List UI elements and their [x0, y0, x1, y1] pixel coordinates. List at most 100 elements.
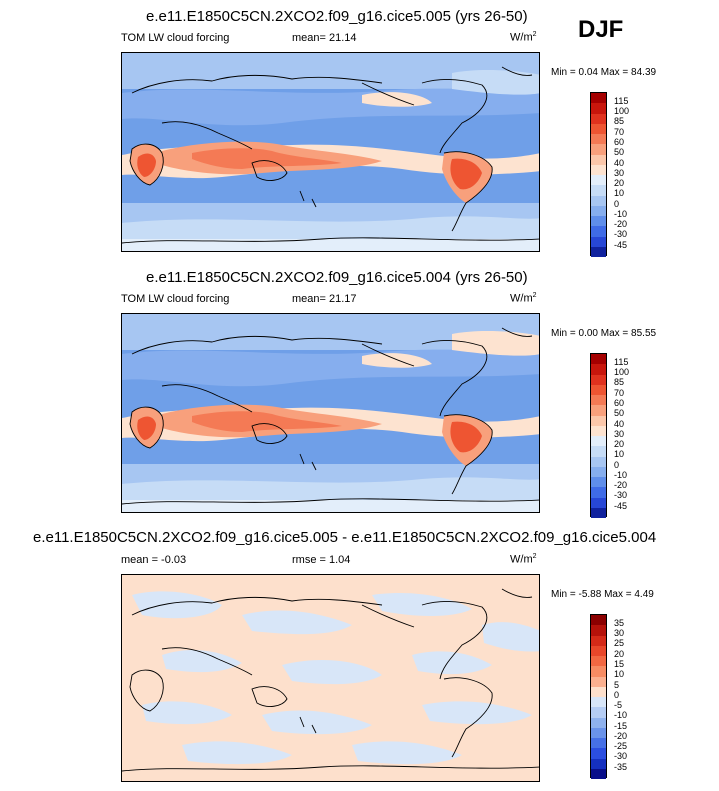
colorbar-tick-label: -15 [614, 721, 628, 731]
colorbar-swatch [591, 697, 606, 708]
colorbar-swatch [591, 236, 606, 247]
panel-1-variable-label: TOM LW cloud forcing [121, 32, 230, 44]
colorbar-swatch [591, 425, 606, 436]
colorbar-swatch [591, 456, 606, 467]
panel-1-colorbar [590, 92, 607, 257]
panel-2-minmax: Min = 0.00 Max = 85.55 [551, 328, 657, 339]
colorbar-tick-label: -25 [614, 741, 628, 751]
colorbar-swatch [591, 144, 606, 155]
colorbar-tick-label: -10 [614, 209, 628, 219]
colorbar-tick-label: -5 [614, 700, 623, 710]
colorbar-swatch [591, 405, 606, 416]
panel-3-units: W/m2 [510, 553, 537, 566]
panel-3-colorbar [590, 614, 607, 779]
panel-2-title: e.e11.E1850C5CN.2XCO2.f09_g16.cice5.004 … [146, 269, 528, 286]
colorbar-swatch [591, 113, 606, 124]
colorbar-tick-label: 0 [614, 690, 620, 700]
panel-1-minmax: Min = 0.04 Max = 84.39 [551, 67, 657, 78]
colorbar-swatch [591, 134, 606, 145]
colorbar-swatch [591, 645, 606, 656]
colorbar-swatch [591, 246, 606, 257]
colorbar-tick-label: 10 [614, 669, 625, 679]
colorbar-tick-label: 30 [614, 168, 625, 178]
colorbar-tick-label: -20 [614, 219, 628, 229]
colorbar-swatch [591, 164, 606, 175]
colorbar-swatch [591, 497, 606, 508]
colorbar-tick-label: -20 [614, 731, 628, 741]
colorbar-swatch [591, 727, 606, 738]
colorbar-swatch [591, 395, 606, 406]
colorbar-swatch [591, 195, 606, 206]
colorbar-tick-label: 70 [614, 127, 625, 137]
panel-1-mean-label: mean= 21.14 [292, 32, 357, 44]
colorbar-tick-label: 85 [614, 116, 625, 126]
panel-2-units: W/m2 [510, 292, 537, 305]
colorbar-swatch [591, 686, 606, 697]
panel-2-variable-label: TOM LW cloud forcing [121, 293, 230, 305]
colorbar-swatch [591, 748, 606, 759]
panel-1-map [121, 52, 540, 252]
panel-2-mean-label: mean= 21.17 [292, 293, 357, 305]
colorbar-swatch [591, 103, 606, 114]
colorbar-swatch [591, 768, 606, 779]
colorbar-tick-label: 40 [614, 419, 625, 429]
colorbar-swatch [591, 707, 606, 718]
colorbar-tick-label: 25 [614, 638, 625, 648]
colorbar-swatch [591, 717, 606, 728]
colorbar-tick-label: -45 [614, 501, 628, 511]
colorbar-tick-label: 10 [614, 188, 625, 198]
colorbar-tick-label: 115 [614, 357, 629, 367]
colorbar-tick-label: 60 [614, 398, 625, 408]
colorbar-tick-label: 85 [614, 377, 625, 387]
colorbar-tick-label: 20 [614, 439, 625, 449]
colorbar-swatch [591, 364, 606, 375]
colorbar-swatch [591, 205, 606, 216]
colorbar-tick-label: -20 [614, 480, 628, 490]
colorbar-tick-label: -10 [614, 470, 628, 480]
colorbar-tick-label: 40 [614, 158, 625, 168]
colorbar-tick-label: 30 [614, 628, 625, 638]
colorbar-swatch [591, 635, 606, 646]
colorbar-tick-label: 115 [614, 96, 629, 106]
colorbar-tick-label: 60 [614, 137, 625, 147]
colorbar-tick-label: 5 [614, 680, 620, 690]
colorbar-tick-label: 20 [614, 649, 625, 659]
colorbar-tick-label: -45 [614, 240, 628, 250]
colorbar-tick-label: 100 [614, 367, 630, 377]
colorbar-swatch [591, 436, 606, 447]
colorbar-tick-label: 35 [614, 618, 625, 628]
colorbar-tick-label: -30 [614, 229, 628, 239]
colorbar-tick-label: 10 [614, 449, 625, 459]
colorbar-swatch [591, 738, 606, 749]
colorbar-tick-label: -10 [614, 710, 628, 720]
colorbar-swatch [591, 415, 606, 426]
panel-2-colorbar [590, 353, 607, 518]
colorbar-swatch [591, 466, 606, 477]
panel-1-units: W/m2 [510, 31, 537, 44]
colorbar-swatch [591, 175, 606, 186]
colorbar-swatch [591, 615, 606, 626]
colorbar-tick-label: 30 [614, 429, 625, 439]
colorbar-swatch [591, 185, 606, 196]
colorbar-tick-label: -30 [614, 490, 628, 500]
panel-3-map [121, 574, 540, 782]
colorbar-swatch [591, 226, 606, 237]
panel-3-rmse-label: rmse = 1.04 [292, 554, 351, 566]
colorbar-swatch [591, 656, 606, 667]
colorbar-swatch [591, 374, 606, 385]
colorbar-swatch [591, 216, 606, 227]
colorbar-swatch [591, 384, 606, 395]
colorbar-swatch [591, 477, 606, 488]
colorbar-swatch [591, 625, 606, 636]
colorbar-swatch [591, 758, 606, 769]
colorbar-swatch [591, 487, 606, 498]
colorbar-tick-label: -30 [614, 751, 628, 761]
colorbar-tick-label: 20 [614, 178, 625, 188]
panel-1-title: e.e11.E1850C5CN.2XCO2.f09_g16.cice5.005 … [146, 8, 528, 25]
colorbar-swatch [591, 676, 606, 687]
colorbar-swatch [591, 354, 606, 365]
colorbar-swatch [591, 666, 606, 677]
colorbar-tick-label: 50 [614, 147, 625, 157]
colorbar-swatch [591, 507, 606, 518]
colorbar-tick-label: 50 [614, 408, 625, 418]
